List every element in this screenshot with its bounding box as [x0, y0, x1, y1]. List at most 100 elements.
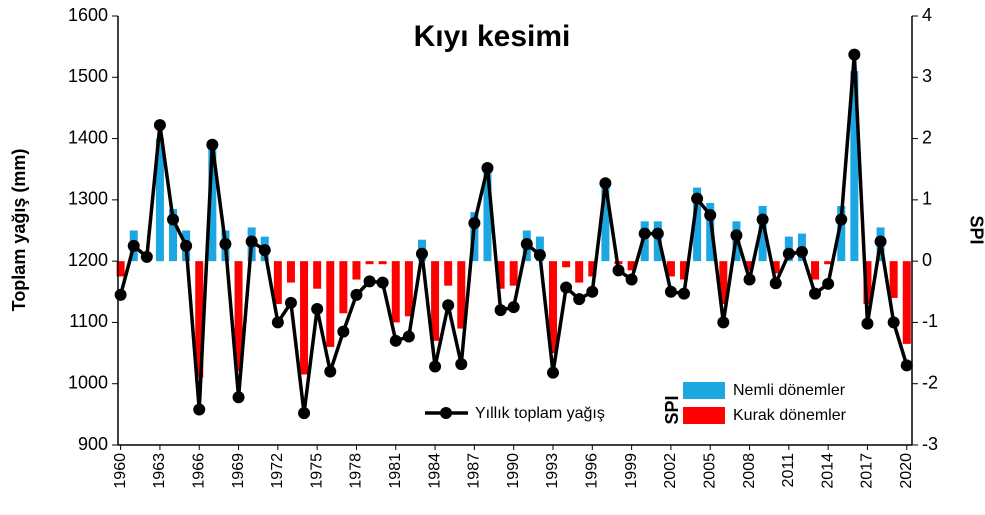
x-tick-label: 1999 — [623, 453, 640, 489]
x-tick-label: 2008 — [741, 453, 758, 489]
x-tick-label: 1984 — [426, 453, 443, 489]
x-tick-label: 2005 — [701, 453, 718, 489]
bar — [391, 261, 400, 323]
x-tick-label: 1978 — [348, 453, 365, 489]
y-tick-label: 1500 — [68, 66, 108, 86]
point — [560, 281, 573, 294]
point — [389, 334, 402, 347]
x-tick-label: 2002 — [662, 453, 679, 489]
point — [887, 316, 900, 329]
y-tick-label: 1000 — [68, 372, 108, 392]
x-tick-label: 1975 — [308, 453, 325, 489]
bar — [889, 261, 898, 298]
bar — [208, 144, 217, 262]
bar — [457, 261, 466, 329]
point — [769, 277, 782, 290]
bar — [339, 261, 348, 314]
x-tick-label: 2011 — [780, 453, 797, 488]
point — [809, 287, 822, 300]
x-tick-label: 1981 — [387, 453, 404, 489]
point — [127, 239, 140, 252]
x-tick-label: 1972 — [269, 453, 286, 489]
bar — [496, 261, 505, 289]
bar — [758, 205, 767, 262]
bar — [562, 261, 571, 268]
legend-label: Nemli dönemler — [733, 382, 846, 399]
bar — [601, 181, 610, 262]
legend-label: Yıllık toplam yağış — [475, 405, 605, 422]
point — [743, 273, 756, 286]
bar — [286, 261, 295, 283]
point — [481, 161, 494, 174]
point — [874, 235, 887, 248]
point — [533, 249, 546, 262]
point — [415, 247, 428, 260]
x-tick-label: 1963 — [151, 453, 168, 489]
point — [717, 316, 730, 329]
point — [311, 302, 324, 315]
y2-tick-label: 1 — [922, 189, 932, 209]
y2-tick-label: -3 — [922, 434, 938, 454]
point — [245, 235, 258, 248]
x-tick-label: 1990 — [505, 453, 522, 489]
bar — [169, 209, 178, 262]
point — [193, 403, 206, 416]
y-axis-label: Toplam yağış (mm) — [9, 149, 29, 312]
point — [180, 239, 193, 252]
bar — [771, 261, 780, 274]
legend-swatch — [683, 407, 725, 424]
y-tick-label: 1600 — [68, 5, 108, 25]
point — [691, 192, 704, 205]
x-tick-label: 1960 — [112, 453, 129, 489]
bar — [483, 172, 492, 262]
point — [704, 209, 717, 222]
x-tick-label: 2017 — [859, 453, 876, 489]
bar — [548, 261, 557, 354]
bar — [693, 187, 702, 262]
bar — [719, 261, 728, 305]
point — [756, 213, 769, 226]
bar — [745, 261, 754, 271]
y-tick-label: 900 — [78, 434, 108, 454]
point — [140, 250, 153, 263]
bar — [535, 236, 544, 262]
point — [284, 296, 297, 309]
bar — [116, 261, 125, 277]
point — [822, 277, 835, 290]
point — [638, 227, 651, 240]
y-tick-label: 1400 — [68, 127, 108, 147]
point — [324, 365, 337, 378]
point — [206, 138, 219, 151]
bar — [326, 261, 335, 347]
x-tick-label: 1993 — [544, 453, 561, 489]
point — [350, 288, 363, 301]
point — [900, 359, 913, 372]
y-tick-label: 1300 — [68, 189, 108, 209]
point — [402, 330, 415, 343]
bar — [195, 261, 204, 378]
x-tick-label: 1987 — [466, 453, 483, 489]
point — [153, 119, 166, 132]
point — [546, 366, 559, 379]
point — [114, 288, 127, 301]
x-tick-label: 1966 — [190, 453, 207, 489]
point — [651, 227, 664, 240]
point — [298, 407, 311, 420]
point — [494, 304, 507, 317]
legend-title: SPI — [662, 395, 682, 424]
point — [219, 237, 232, 250]
bar — [811, 261, 820, 280]
point — [586, 285, 599, 298]
bar — [863, 261, 872, 305]
bar — [234, 261, 243, 372]
bar — [352, 261, 361, 280]
point — [520, 237, 533, 250]
bar — [627, 261, 636, 271]
bar — [902, 261, 911, 344]
point — [232, 391, 245, 404]
y2-tick-label: 2 — [922, 127, 932, 147]
bar — [365, 261, 374, 265]
legend-label: Kurak dönemler — [733, 407, 847, 424]
bar — [850, 71, 859, 262]
